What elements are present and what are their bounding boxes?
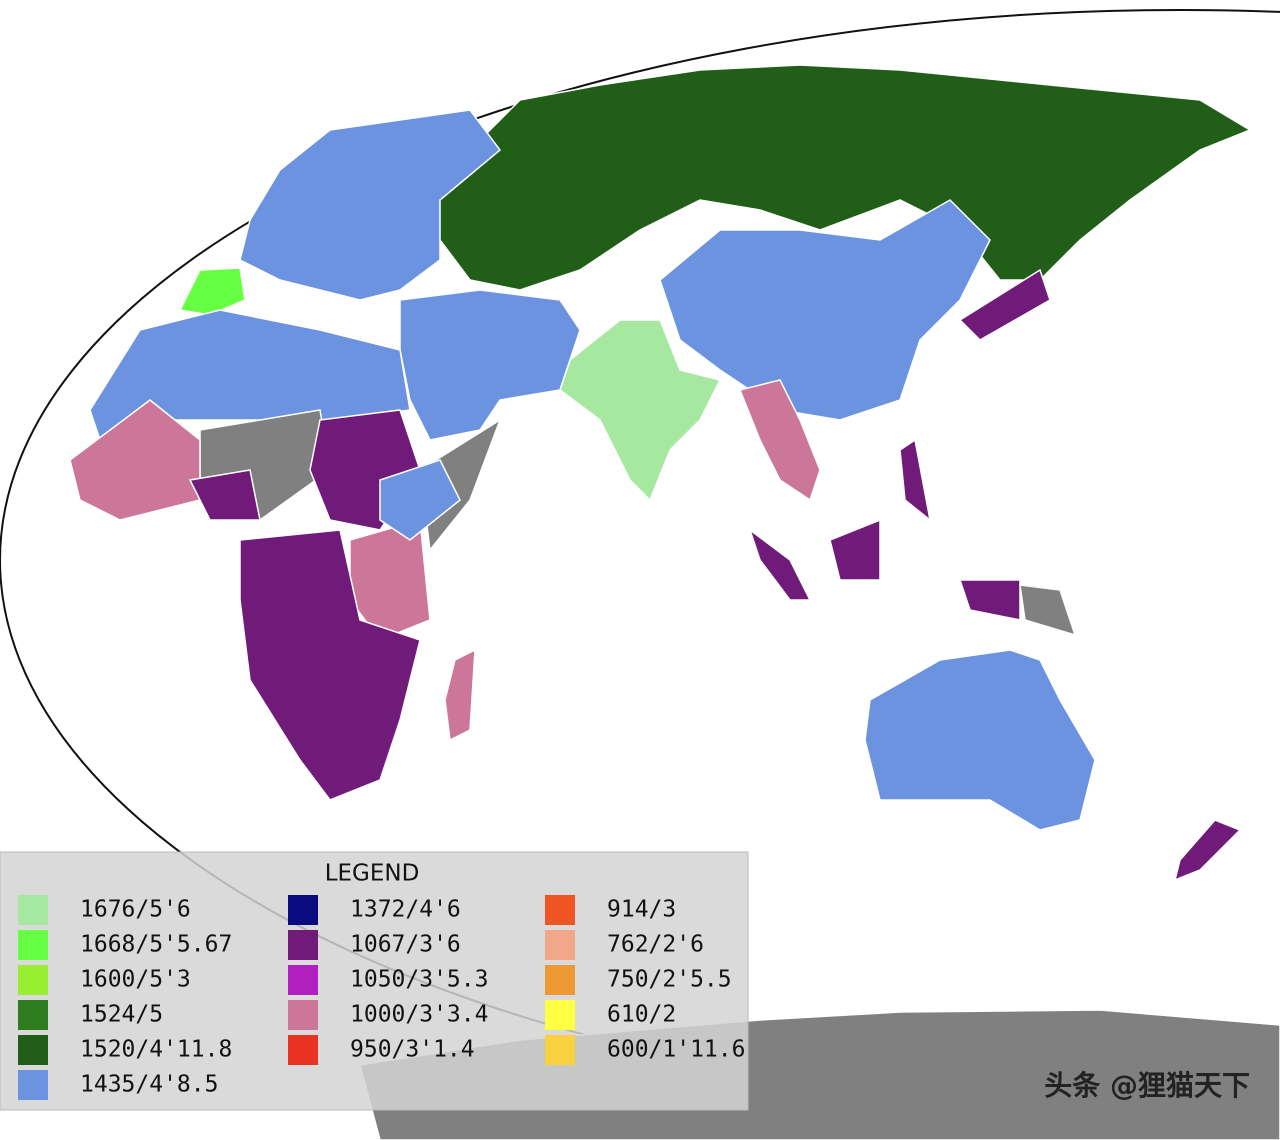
iberia — [178, 267, 246, 316]
madagascar — [444, 648, 476, 742]
legend-label: 1600/5'3 — [80, 967, 191, 993]
se-asia — [738, 379, 821, 502]
legend-title: LEGEND — [325, 861, 420, 887]
legend-swatch — [288, 895, 318, 925]
central-southern-africa — [188, 409, 421, 801]
legend-label: 1000/3'3.4 — [350, 1002, 488, 1028]
legend-label: 1520/4'11.8 — [80, 1037, 232, 1063]
legend-label: 762/2'6 — [607, 932, 704, 958]
legend-label: 610/2 — [607, 1002, 676, 1028]
watermark: 头条 @狸猫天下 — [1044, 1069, 1250, 1102]
legend-swatch — [545, 1035, 575, 1065]
legend-box — [0, 851, 749, 1111]
legend-swatch — [18, 1035, 48, 1065]
new-zealand — [1173, 819, 1242, 882]
middle-east — [399, 289, 581, 441]
legend-swatch — [288, 930, 318, 960]
europe — [239, 109, 502, 301]
legend-label: 1435/4'8.5 — [80, 1072, 218, 1098]
legend-label: 1067/3'6 — [350, 932, 461, 958]
ethiopia — [379, 459, 461, 541]
legend-swatch — [545, 1000, 575, 1030]
legend-label: 600/1'11.6 — [607, 1037, 745, 1063]
legend-swatch — [18, 1000, 48, 1030]
legend-label: 1050/3'5.3 — [350, 967, 488, 993]
legend-swatch — [545, 965, 575, 995]
legend-swatch — [288, 1000, 318, 1030]
legend-swatch — [18, 930, 48, 960]
legend-label: 950/3'1.4 — [350, 1037, 475, 1063]
legend-swatch — [545, 930, 575, 960]
legend: LEGEND 1676/5'6 1668/5'5.67 1600/5'3 1524/5… — [0, 851, 749, 1111]
china — [659, 199, 991, 421]
legend-label: 1676/5'6 — [80, 897, 191, 923]
legend-swatch — [288, 965, 318, 995]
legend-swatch — [288, 1035, 318, 1065]
india — [559, 319, 722, 502]
legend-label: 1524/5 — [80, 1002, 163, 1028]
legend-swatch — [545, 895, 575, 925]
legend-swatch — [18, 895, 48, 925]
png — [1019, 584, 1077, 637]
legend-label: 914/3 — [607, 897, 676, 923]
legend-label: 1668/5'5.67 — [80, 932, 232, 958]
legend-label: 1372/4'6 — [350, 897, 461, 923]
legend-label: 750/2'5.5 — [607, 967, 732, 993]
legend-swatch — [18, 965, 48, 995]
legend-swatch — [18, 1070, 48, 1100]
australia — [864, 649, 1096, 831]
